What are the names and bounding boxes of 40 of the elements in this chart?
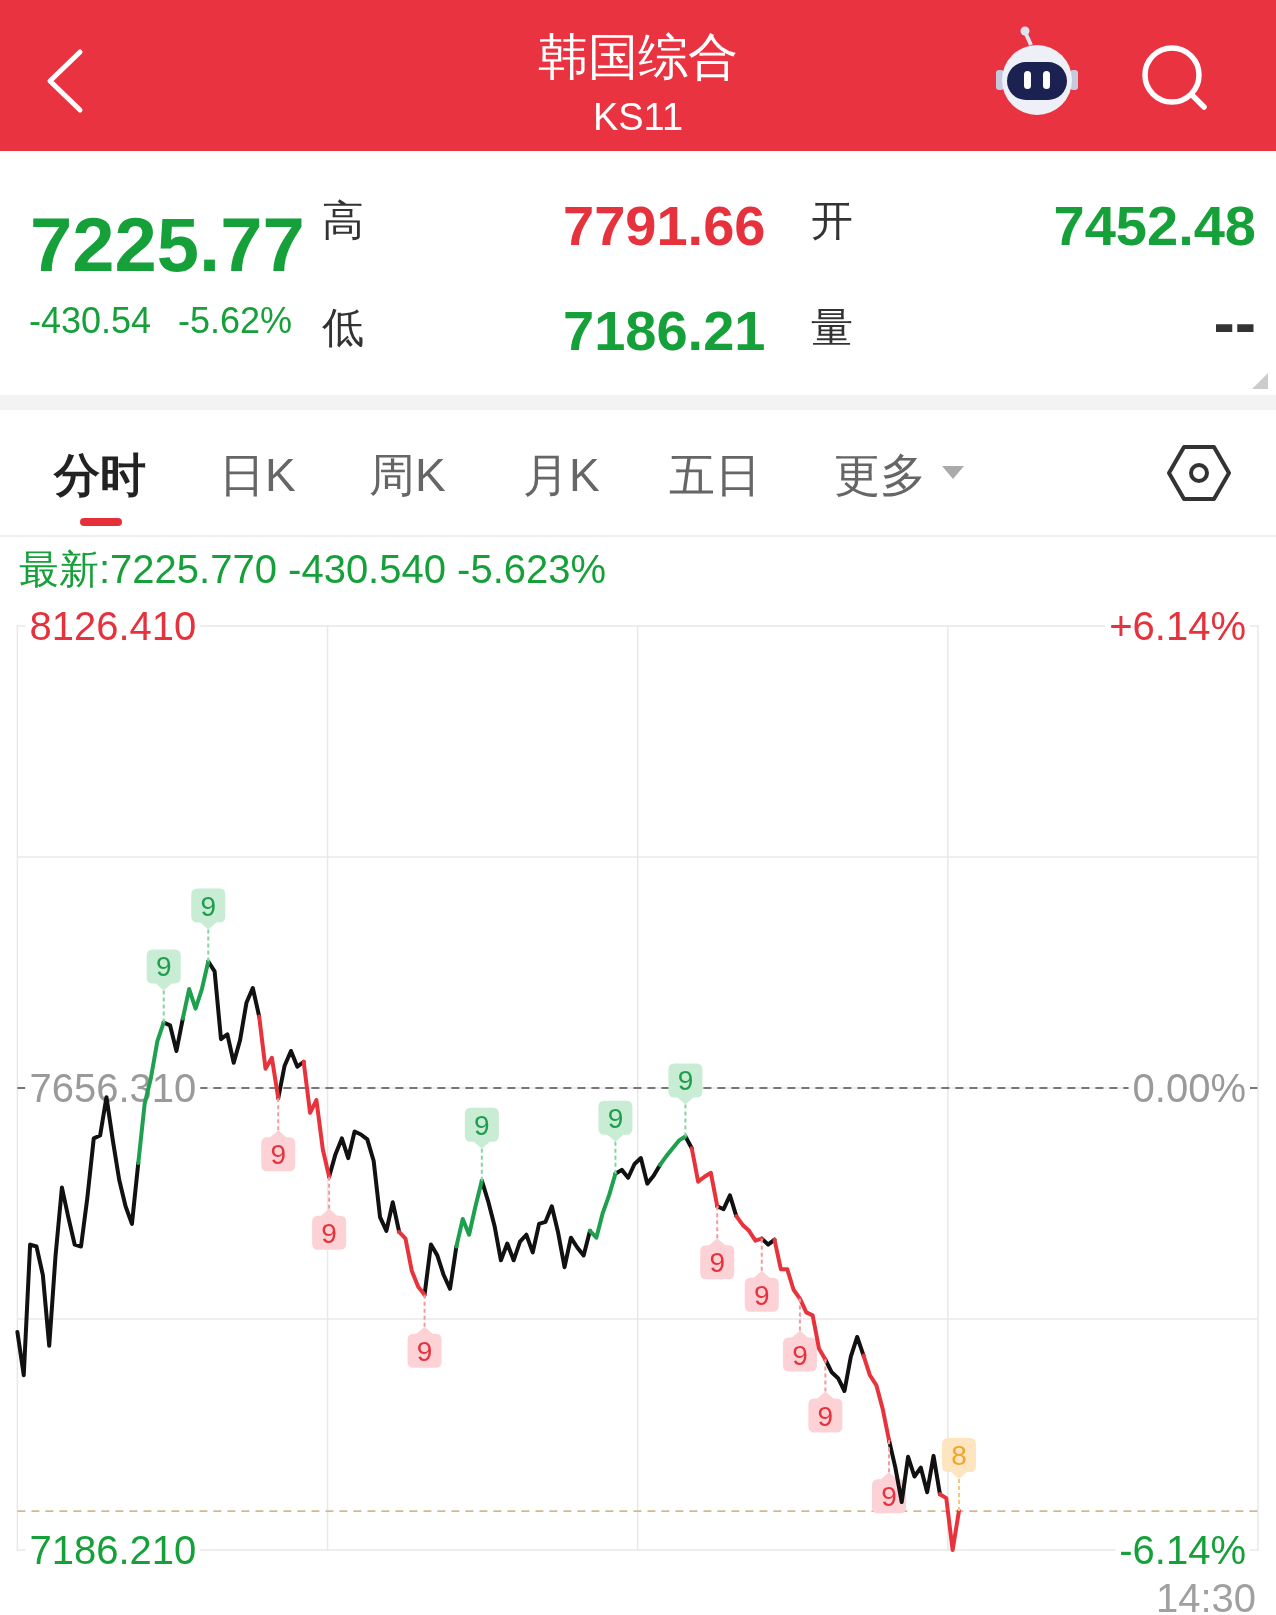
annotation: 8 bbox=[951, 1439, 967, 1471]
y2-tick-label: 0.00% bbox=[1132, 1066, 1246, 1110]
text: 高 bbox=[322, 197, 364, 244]
annotation: 9 bbox=[709, 1247, 726, 1279]
annotation: 9 bbox=[753, 1279, 770, 1311]
chart-title: 韩国综合 bbox=[538, 29, 738, 85]
text: -- bbox=[1213, 287, 1256, 359]
text: 7186.21 bbox=[563, 299, 766, 362]
y-tick-label: 7186.210 bbox=[29, 1528, 197, 1572]
text: -5.62% bbox=[178, 300, 293, 341]
text: 最新:7225.770 -430.540 -5.623% bbox=[19, 547, 607, 591]
y2-tick-label: +6.14% bbox=[1109, 604, 1246, 648]
annotation: 9 bbox=[270, 1139, 287, 1171]
annotation: 9 bbox=[474, 1109, 490, 1141]
text: 开 bbox=[811, 197, 853, 244]
annotation: 9 bbox=[792, 1339, 808, 1371]
text: -430.54 bbox=[29, 300, 152, 341]
annotation: 9 bbox=[155, 951, 172, 983]
annotation: 9 bbox=[321, 1217, 337, 1249]
annotation: 9 bbox=[677, 1065, 694, 1097]
annotation: 9 bbox=[607, 1102, 624, 1134]
text: 7791.66 bbox=[563, 194, 766, 257]
y-tick-label: 8126.410 bbox=[29, 604, 197, 648]
text: 低 bbox=[322, 304, 364, 351]
text: 更多 bbox=[834, 449, 926, 501]
text: 月K bbox=[523, 449, 600, 501]
text: 分时 bbox=[53, 449, 146, 501]
text: 周K bbox=[369, 449, 446, 501]
chart-subtitle: KS11 bbox=[592, 96, 684, 138]
text: 量 bbox=[811, 304, 853, 351]
annotation: 9 bbox=[200, 890, 217, 922]
text: 7225.77 bbox=[30, 202, 305, 287]
text: 7452.48 bbox=[1053, 194, 1256, 257]
text: 五日 bbox=[669, 449, 761, 501]
annotation: 9 bbox=[416, 1335, 433, 1367]
text: 日K bbox=[219, 449, 296, 501]
annotation: 9 bbox=[881, 1481, 897, 1513]
y2-tick-label: -6.14% bbox=[1119, 1528, 1246, 1572]
annotation: 9 bbox=[817, 1400, 834, 1432]
text: 14:30 bbox=[1155, 1576, 1256, 1615]
